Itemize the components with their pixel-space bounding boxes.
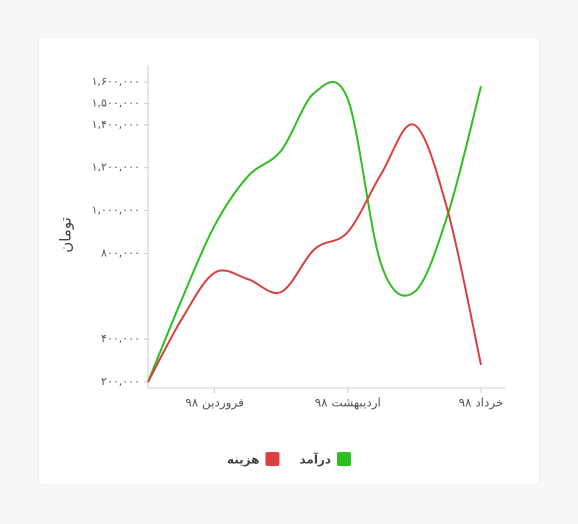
y-tick-label: ۴۰۰,۰۰۰ xyxy=(101,332,140,345)
y-tick-label: ۱,۵۰۰,۰۰۰ xyxy=(92,96,140,109)
y-tick-label: ۱,۲۰۰,۰۰۰ xyxy=(92,161,140,174)
legend-swatch xyxy=(265,452,280,466)
y-tick-label: ۲۰۰,۰۰۰ xyxy=(101,375,140,388)
x-tick-label: خرداد ۹۸ xyxy=(459,396,504,411)
y-tick-label: ۱,۰۰۰,۰۰۰ xyxy=(92,204,140,217)
y-tick-label: ۸۰۰,۰۰۰ xyxy=(101,246,140,259)
y-axis-title: تومان xyxy=(57,217,75,253)
x-tick-label: اردیبهشت ۹۸ xyxy=(315,396,381,411)
x-tick-label: فروردین ۹۸ xyxy=(185,396,243,411)
y-tick-label: ۱,۴۰۰,۰۰۰ xyxy=(92,118,140,131)
legend-swatch xyxy=(337,452,351,466)
legend-label: هزینه xyxy=(227,453,259,467)
y-tick-label: ۱,۶۰۰,۰۰۰ xyxy=(92,75,140,88)
line xyxy=(147,81,482,383)
card xyxy=(37,36,541,486)
legend-label: درآمد xyxy=(299,452,331,467)
line xyxy=(147,123,482,383)
